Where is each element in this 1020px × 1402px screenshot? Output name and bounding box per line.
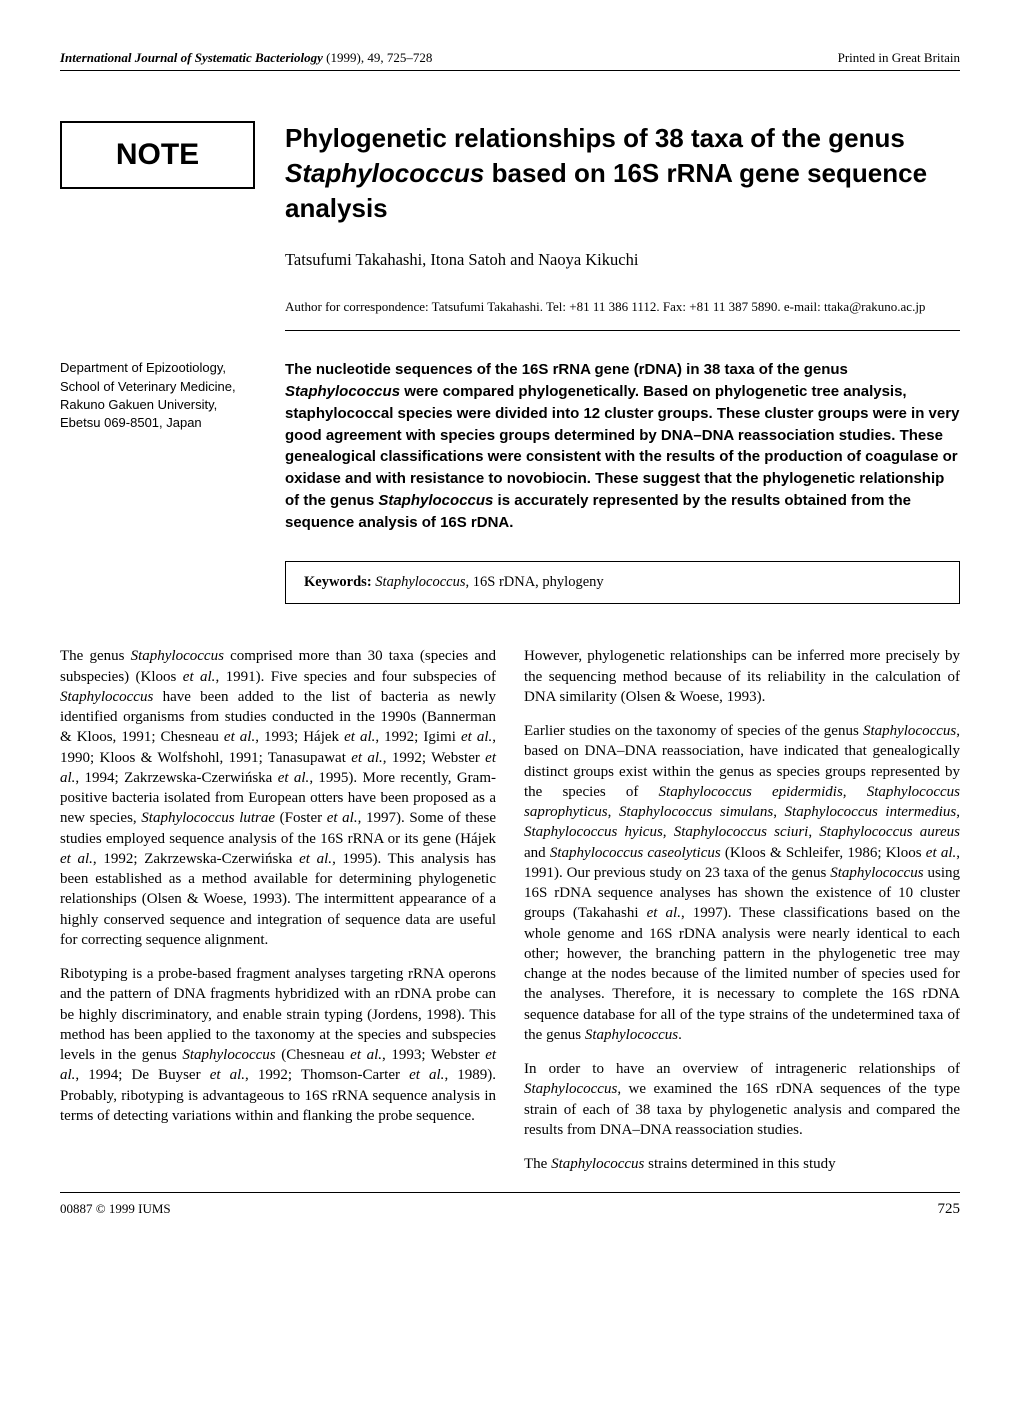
page-footer: 00887 © 1999 IUMS 725: [60, 1201, 960, 1218]
body-paragraph: Earlier studies on the taxonomy of speci…: [524, 721, 960, 1045]
journal-title: International Journal of Systematic Bact…: [60, 50, 323, 65]
abstract-section: Department of Epizootiology, School of V…: [60, 359, 960, 533]
footer-rule: [60, 1192, 960, 1193]
left-column: The genus Staphylococcus comprised more …: [60, 646, 496, 1174]
journal-title-line: International Journal of Systematic Bact…: [60, 50, 432, 66]
body-paragraph: However, phylogenetic relationships can …: [524, 646, 960, 707]
journal-volume: (1999), 49, 725–728: [323, 50, 432, 65]
body-columns: The genus Staphylococcus comprised more …: [60, 646, 960, 1174]
keywords-label: Keywords:: [304, 574, 375, 590]
body-paragraph: In order to have an overview of intragen…: [524, 1059, 960, 1140]
right-column: However, phylogenetic relationships can …: [524, 646, 960, 1174]
body-paragraph: The genus Staphylococcus comprised more …: [60, 646, 496, 950]
page-number: 725: [938, 1201, 961, 1218]
copyright: 00887 © 1999 IUMS: [60, 1201, 171, 1217]
keywords-box: Keywords: Staphylococcus, 16S rDNA, phyl…: [285, 561, 960, 604]
article-title: Phylogenetic relationships of 38 taxa of…: [285, 121, 960, 226]
title-section: NOTE Phylogenetic relationships of 38 ta…: [60, 121, 960, 331]
abstract: The nucleotide sequences of the 16S rRNA…: [285, 359, 960, 533]
authors: Tatsufumi Takahashi, Itona Satoh and Nao…: [285, 250, 960, 270]
note-box: NOTE: [60, 121, 255, 189]
body-paragraph: Ribotyping is a probe-based fragment ana…: [60, 964, 496, 1126]
affiliation: Department of Epizootiology, School of V…: [60, 359, 255, 533]
journal-header: International Journal of Systematic Bact…: [60, 50, 960, 71]
printed-in: Printed in Great Britain: [838, 50, 960, 66]
correspondence: Author for correspondence: Tatsufumi Tak…: [285, 298, 960, 331]
body-paragraph: The Staphylococcus strains determined in…: [524, 1154, 960, 1174]
